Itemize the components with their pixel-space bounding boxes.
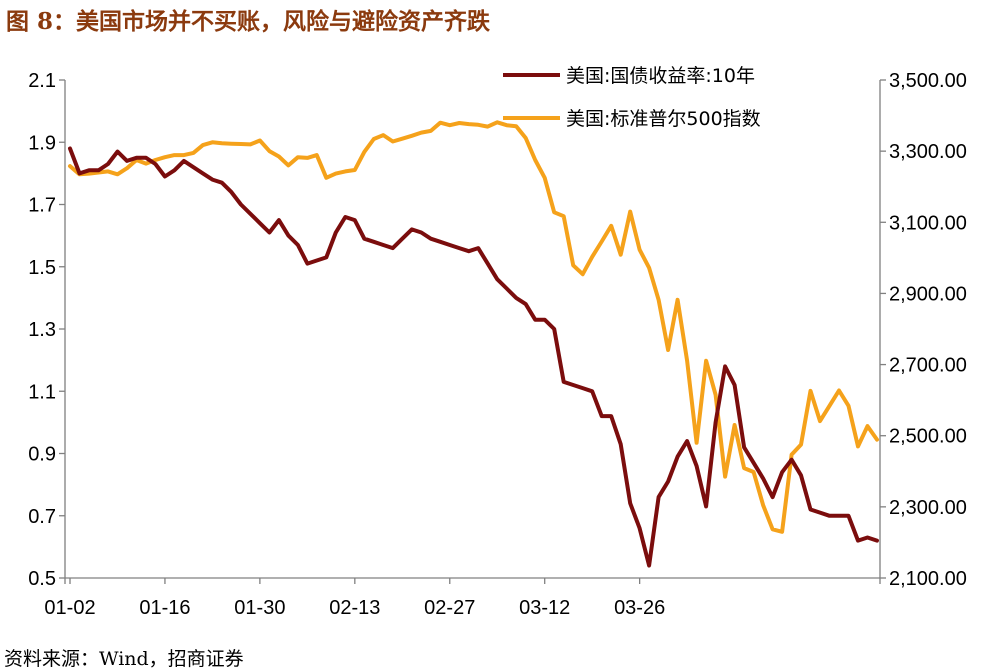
source-note: 资料来源：Wind，招商证券 bbox=[4, 648, 244, 670]
x-axis-tick-label: 03-26 bbox=[614, 597, 665, 619]
left-axis-tick-label: 1.5 bbox=[28, 257, 56, 279]
left-axis-tick-label: 0.9 bbox=[28, 444, 56, 466]
x-axis-tick-label: 01-16 bbox=[139, 597, 190, 619]
right-axis-tick-label: 3,100.00 bbox=[889, 212, 967, 234]
x-axis-tick-label: 02-13 bbox=[329, 597, 380, 619]
x-axis-tick-label: 03-12 bbox=[519, 597, 570, 619]
left-axis-tick-label: 0.5 bbox=[28, 568, 56, 590]
right-axis-tick-label: 2,500.00 bbox=[889, 426, 967, 448]
x-axis-tick-label: 01-02 bbox=[44, 597, 95, 619]
legend-label: 美国:国债收益率:10年 bbox=[566, 65, 755, 87]
left-axis-tick-label: 2.1 bbox=[28, 70, 56, 92]
left-axis-tick-label: 1.3 bbox=[28, 319, 56, 341]
chart-title: 图 8：美国市场并不买账，风险与避险资产齐跌 bbox=[6, 8, 491, 35]
series-line-sp500 bbox=[68, 120, 879, 534]
left-axis-tick-label: 1.1 bbox=[28, 381, 56, 403]
right-axis-tick-label: 2,900.00 bbox=[889, 283, 967, 305]
x-axis-tick-label: 02-27 bbox=[424, 597, 475, 619]
series-line-treasury-yield bbox=[68, 146, 879, 568]
right-axis-tick-label: 3,500.00 bbox=[889, 70, 967, 92]
left-axis-tick-label: 1.9 bbox=[28, 132, 56, 154]
line-chart: 2.1 1.9 1.7 1.5 1.3 1.1 0.9 0.7 0.5 3,500.00 3,300… bbox=[28, 65, 967, 619]
left-axis-tick-label: 0.7 bbox=[28, 506, 56, 528]
right-axis-tick-label: 3,300.00 bbox=[889, 141, 967, 163]
right-axis-tick-label: 2,300.00 bbox=[889, 497, 967, 519]
x-axis-tick-label: 01-30 bbox=[234, 597, 285, 619]
right-axis-tick-label: 2,100.00 bbox=[889, 568, 967, 590]
left-axis-tick-label: 1.7 bbox=[28, 195, 56, 217]
right-axis-tick-label: 2,700.00 bbox=[889, 355, 967, 377]
legend-label: 美国:标准普尔500指数 bbox=[566, 108, 761, 130]
